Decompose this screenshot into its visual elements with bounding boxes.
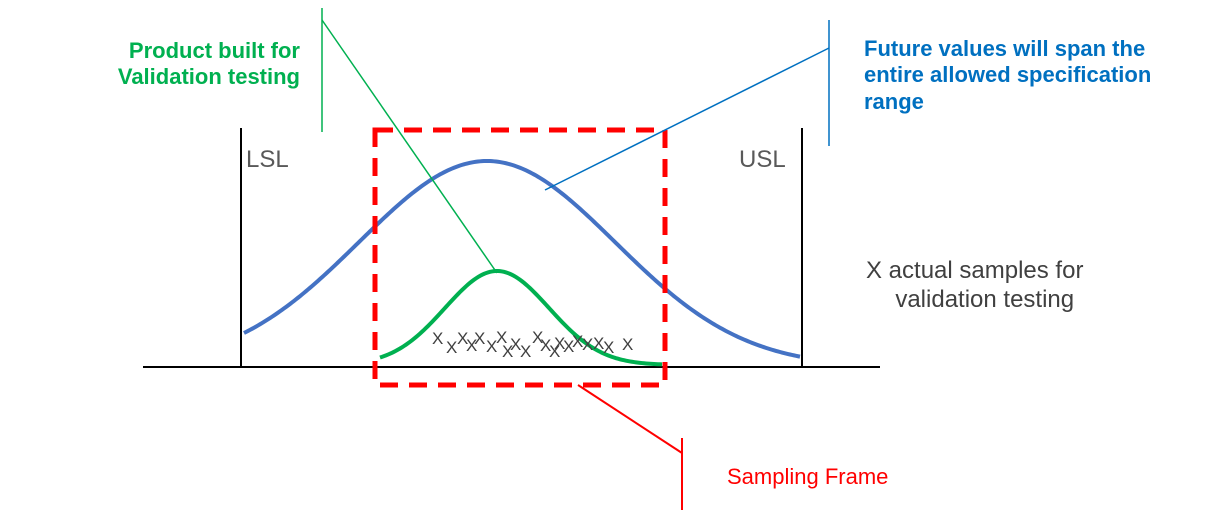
sampling-frame-box [372,127,668,388]
future-values-line3: range [864,88,924,114]
sample-mark: X [446,338,457,357]
sample-mark: X [432,329,443,348]
sample-mark: X [549,342,560,361]
samples-label: X actual samples for validation testing [866,257,1083,315]
future-callout-leader [544,47,830,191]
sample-mark: X [496,328,507,347]
sample-mark: X [474,329,485,348]
validation-distribution-curve [379,269,663,367]
samples-line2: validation testing [895,285,1075,313]
samples-line1: X actual samples for [866,257,1084,284]
sample-mark: X [622,335,633,354]
future-values-line1: Future values will span the [864,36,1146,61]
sample-mark: X [593,334,604,353]
sample-mark: X [532,328,543,347]
lsl-label: LSL [246,146,289,173]
sample-mark: X [572,332,583,351]
sample-mark: X [554,334,565,353]
sample-mark: X [520,342,531,361]
sample-mark: X [457,329,468,348]
sample-mark: X [603,338,614,357]
product-built-line2: Validation testing [117,64,300,90]
sample-mark: X [540,336,551,355]
future-values-label: Future values will span the entire allow… [864,36,1151,115]
sample-mark: X [510,335,521,354]
product-callout-leader [321,19,498,274]
sample-mark: X [582,335,593,354]
sample-mark: X [486,337,497,356]
future-values-line2: entire allowed specification [864,62,1152,88]
product-built-label: Product built for Validation testing [86,38,300,91]
sample-mark: X [466,336,477,355]
sampling-frame-label: Sampling Frame [727,464,889,489]
specification-distribution-curve [243,159,801,359]
sample-mark: X [502,342,513,361]
sample-mark: X [563,337,574,356]
product-built-line1: Product built for [128,38,300,63]
sampling-callout-leader [577,384,683,454]
usl-label: USL [739,146,786,173]
